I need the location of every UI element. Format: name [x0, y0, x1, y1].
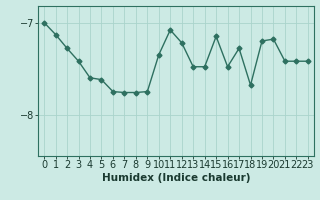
X-axis label: Humidex (Indice chaleur): Humidex (Indice chaleur): [102, 173, 250, 183]
